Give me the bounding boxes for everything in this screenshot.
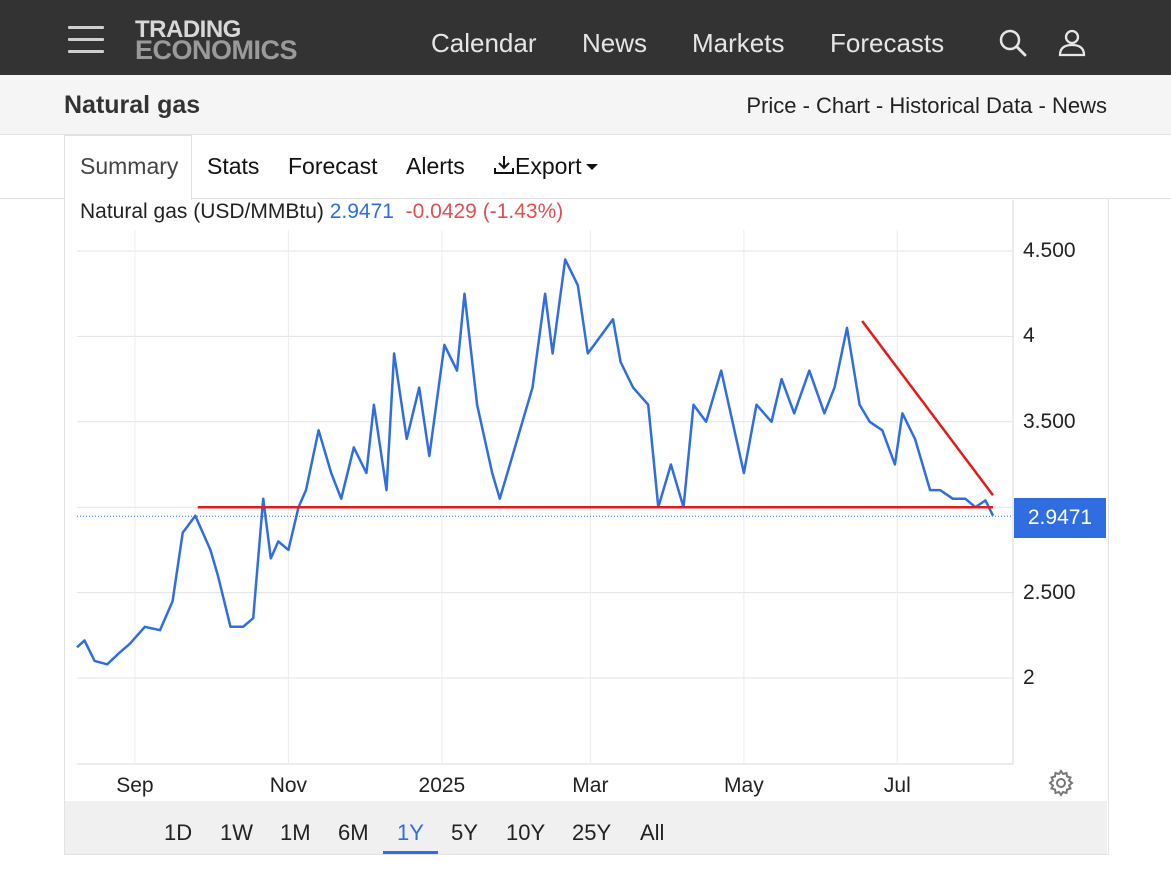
x-tick-label: May	[724, 774, 764, 797]
page-title: Natural gas	[64, 91, 201, 119]
search-icon[interactable]	[998, 28, 1028, 58]
chart-quote-header: Natural gas (USD/MMBtu) 2.9471 -0.0429 (…	[80, 200, 563, 224]
range-25y[interactable]: 25Y	[572, 820, 612, 845]
last-price-tag: 2.9471	[1014, 498, 1106, 539]
tab-alerts[interactable]: Alerts	[406, 153, 465, 179]
x-tick-label: 2025	[418, 774, 466, 797]
x-tick-label: Mar	[572, 774, 609, 797]
range-5y[interactable]: 5Y	[451, 820, 478, 845]
top-navigation-bar: TRADING ECONOMICS Calendar News Markets …	[0, 0, 1171, 75]
chart-tabs: Summary Stats Forecast Alerts Export	[0, 135, 1171, 200]
caret-down-icon	[586, 164, 599, 170]
logo-line2: ECONOMICS	[135, 35, 298, 65]
quote-change: -0.0429	[405, 200, 477, 223]
tab-stats[interactable]: Stats	[207, 153, 260, 179]
price-series-line	[76, 258, 995, 666]
range-10y[interactable]: 10Y	[506, 820, 546, 845]
nav-markets[interactable]: Markets	[692, 28, 785, 58]
active-range-underline	[383, 851, 438, 854]
link-historical-data[interactable]: Historical Data	[889, 93, 1033, 118]
x-tick-label: Sep	[116, 774, 154, 797]
export-label: Export	[515, 153, 582, 179]
site-logo[interactable]: TRADING ECONOMICS	[135, 16, 298, 65]
range-selector: 1D 1W 1M 6M 1Y 5Y 10Y 25Y All	[65, 801, 1107, 854]
tab-summary[interactable]: Summary	[80, 153, 179, 179]
trendline-layer	[197, 320, 994, 509]
range-1m[interactable]: 1M	[280, 820, 311, 845]
y-tick-label: 2	[1023, 666, 1035, 689]
x-tick-label: Jul	[883, 774, 911, 797]
export-dropdown[interactable]: Export	[493, 153, 599, 180]
range-1y[interactable]: 1Y	[397, 820, 424, 845]
range-6m[interactable]: 6M	[338, 820, 369, 845]
nav-forecasts[interactable]: Forecasts	[830, 28, 945, 58]
chart-container	[64, 199, 1109, 855]
y-tick-label: 2.500	[1023, 580, 1076, 604]
range-1d[interactable]: 1D	[164, 820, 193, 845]
download-icon	[494, 156, 514, 174]
page-subheader: Natural gas Price - Chart - Historical D…	[0, 75, 1171, 135]
link-chart[interactable]: Chart	[816, 93, 870, 118]
series-layer	[76, 258, 1013, 666]
range-all[interactable]: All	[640, 820, 665, 845]
gear-icon[interactable]	[1047, 769, 1075, 797]
grid-layer	[77, 200, 1014, 765]
link-separator: -	[1032, 93, 1052, 118]
quote-change-percent: (-1.43%)	[482, 200, 564, 223]
range-1w[interactable]: 1W	[220, 820, 253, 845]
y-tick-label: 4.500	[1023, 239, 1076, 262]
tab-forecast[interactable]: Forecast	[288, 153, 378, 179]
tab-active-indicator	[64, 135, 192, 200]
nav-calendar[interactable]: Calendar	[431, 28, 537, 58]
quote-name: Natural gas (USD/MMBtu)	[80, 200, 324, 223]
y-tick-label: 3.500	[1023, 409, 1076, 433]
link-separator: -	[869, 93, 890, 118]
nav-news[interactable]: News	[582, 28, 648, 58]
menu-icon[interactable]	[68, 26, 104, 54]
section-links: Price - Chart - Historical Data - News	[746, 93, 1107, 119]
x-tick-label: Nov	[269, 774, 308, 797]
resistance-trendline	[861, 320, 994, 496]
user-icon[interactable]	[1057, 28, 1087, 58]
link-news[interactable]: News	[1051, 93, 1107, 118]
link-price[interactable]: Price	[746, 93, 797, 118]
y-tick-label: 4	[1023, 324, 1035, 348]
link-separator: -	[796, 93, 817, 118]
logo-line1: TRADING	[135, 16, 241, 43]
quote-price: 2.9471	[329, 200, 394, 223]
